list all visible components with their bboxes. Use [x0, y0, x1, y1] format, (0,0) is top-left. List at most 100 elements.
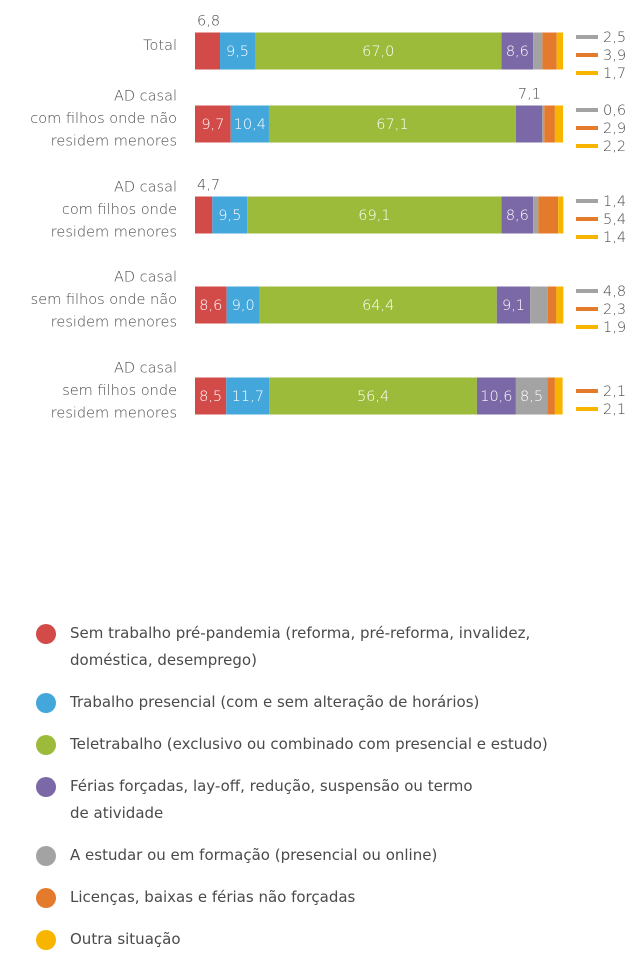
bar-segment	[533, 32, 543, 70]
bar-segment	[554, 377, 563, 415]
bar-segment	[554, 105, 563, 143]
category-label: AD casal	[114, 180, 177, 196]
value-label: 2,5	[603, 30, 626, 46]
bar-segment	[547, 377, 555, 415]
category-label: AD casal	[114, 89, 177, 105]
legend-item: Teletrabalho (exclusivo ou combinado com…	[36, 731, 596, 758]
legend-swatch	[36, 930, 56, 950]
bar-segment	[515, 377, 548, 415]
bar-segment	[538, 196, 559, 234]
bar-segment	[212, 196, 248, 234]
bar-segment	[542, 105, 545, 143]
value-label: 10,4	[234, 117, 266, 133]
value-label: 56,4	[357, 389, 389, 405]
legend-swatch	[36, 624, 56, 644]
value-label: 67,0	[362, 44, 394, 60]
bar-segment	[247, 196, 502, 234]
legend-item: A estudar ou em formação (presencial ou …	[36, 842, 596, 869]
bar-segment	[195, 377, 227, 415]
bar-segment	[556, 286, 564, 324]
value-label: 3,9	[603, 48, 626, 64]
category-label: AD casal	[114, 270, 177, 286]
bar-segment	[558, 196, 564, 234]
bar-segment	[476, 377, 516, 415]
bar-segment	[542, 32, 557, 70]
bar-segment	[544, 105, 555, 143]
legend-swatch	[36, 846, 56, 866]
category-label: sem filhos onde	[62, 383, 177, 399]
category-label: AD casal	[114, 361, 177, 377]
legend-label: Outra situação	[70, 930, 181, 948]
value-label: 2,2	[603, 139, 626, 155]
bar-segment	[496, 286, 531, 324]
category-label: com filhos onde não	[30, 111, 177, 127]
value-label: 1,4	[603, 194, 626, 210]
bar-segment	[530, 286, 548, 324]
value-label: 6,8	[197, 14, 220, 30]
bar-segment	[268, 105, 516, 143]
bar-segment	[254, 32, 502, 70]
value-label: 1,9	[603, 320, 626, 336]
legend-label: A estudar ou em formação (presencial ou …	[70, 846, 438, 864]
value-label: 0,6	[603, 103, 626, 119]
value-label: 64,4	[362, 298, 394, 314]
category-label: sem filhos onde não	[31, 292, 177, 308]
value-label: 5,4	[603, 212, 626, 228]
legend-label: Teletrabalho (exclusivo ou combinado com…	[70, 735, 548, 753]
value-label: 10,6	[480, 389, 512, 405]
value-label: 67,1	[376, 117, 408, 133]
value-label: 8,5	[199, 389, 222, 405]
legend-label: Férias forçadas, lay-off, redução, suspe…	[70, 777, 473, 822]
legend-item: Trabalho presencial (com e sem alteração…	[36, 689, 596, 716]
category-label: residem menores	[51, 315, 177, 331]
value-label: 9,5	[226, 44, 249, 60]
legend-swatch	[36, 777, 56, 797]
bar-segment	[556, 32, 563, 70]
bar-segment	[195, 32, 221, 70]
value-label: 8,6	[199, 298, 222, 314]
value-label: 7,1	[518, 87, 541, 103]
bar-segment	[259, 286, 497, 324]
bar-segment	[547, 286, 557, 324]
value-label: 1,4	[603, 230, 626, 246]
category-label: residem menores	[51, 134, 177, 150]
legend-item: Licenças, baixas e férias não forçadas	[36, 884, 596, 911]
value-label: 1,7	[603, 66, 626, 82]
legend-swatch	[36, 888, 56, 908]
value-label: 8,6	[506, 44, 529, 60]
legend-label: Sem trabalho pré-pandemia (reforma, pré-…	[70, 624, 531, 669]
bar-segment	[195, 196, 213, 234]
value-label: 11,7	[232, 389, 264, 405]
value-label: 2,9	[603, 121, 626, 137]
legend-item: Férias forçadas, lay-off, redução, suspe…	[36, 773, 596, 827]
value-label: 2,1	[603, 402, 626, 418]
legend-item: Sem trabalho pré-pandemia (reforma, pré-…	[36, 620, 596, 674]
bar-segment	[195, 286, 227, 324]
bar-segment	[533, 196, 539, 234]
category-label: residem menores	[51, 225, 177, 241]
value-label: 9,0	[232, 298, 255, 314]
category-label: residem menores	[51, 406, 177, 422]
bar-segment	[230, 105, 269, 143]
legend-item: Outra situação	[36, 926, 596, 953]
value-label: 2,3	[603, 302, 626, 318]
bar-segment	[220, 32, 255, 70]
legend-label: Licenças, baixas e férias não forçadas	[70, 888, 356, 906]
value-label: 9,5	[218, 208, 241, 224]
bar-segment	[515, 105, 543, 143]
value-label: 8,6	[506, 208, 529, 224]
legend-swatch	[36, 735, 56, 755]
value-label: 4,8	[603, 284, 626, 300]
bar-segment	[226, 377, 270, 415]
bar-segment	[226, 286, 260, 324]
bar-segment	[195, 105, 231, 143]
value-label: 69,1	[358, 208, 390, 224]
legend-label: Trabalho presencial (com e sem alteração…	[70, 693, 480, 711]
chart: Total 6,8 9,5 67,0 8,6 2,5 3,9 1,7 AD casal com f…	[30, 14, 626, 422]
bar-segment	[501, 32, 534, 70]
value-label: 2,1	[603, 384, 626, 400]
legend-swatch	[36, 693, 56, 713]
category-label: com filhos onde	[62, 202, 177, 218]
legend: Sem trabalho pré-pandemia (reforma, pré-…	[36, 620, 596, 968]
